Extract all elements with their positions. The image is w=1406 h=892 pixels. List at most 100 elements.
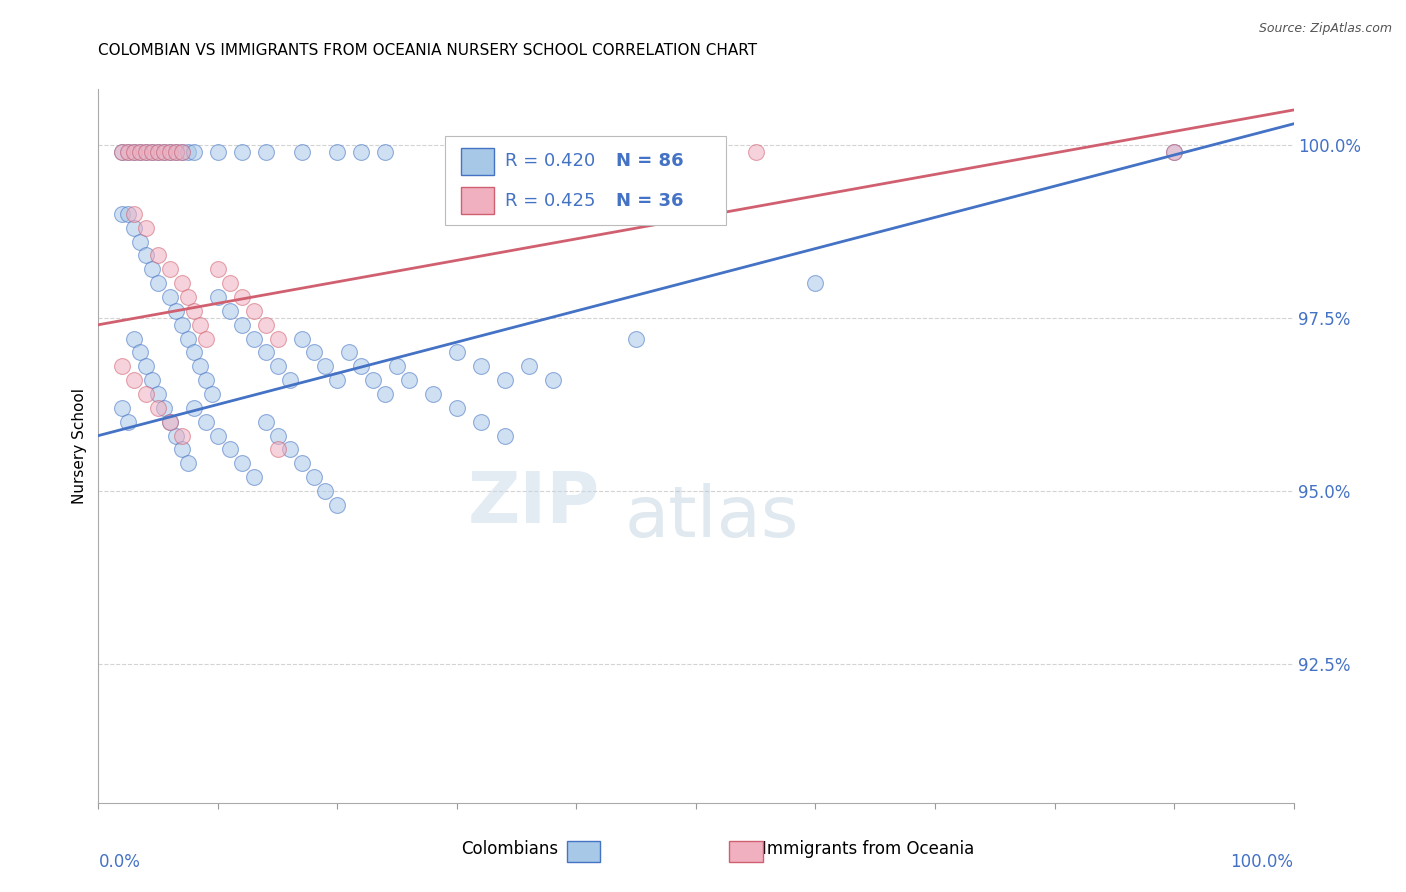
Point [267,359,290,374]
Point [278,442,301,457]
Point [135,359,157,374]
Point [159,290,181,304]
FancyBboxPatch shape [567,840,600,862]
Point [207,428,229,442]
Point [117,207,139,221]
Point [254,145,277,159]
Point [541,373,564,387]
Point [165,304,187,318]
Point [165,145,187,159]
Point [172,442,194,457]
Point [243,332,266,346]
Point [111,207,134,221]
Point [159,145,181,159]
Y-axis label: Nursery School: Nursery School [72,388,87,504]
Point [470,359,492,374]
Point [117,145,139,159]
Point [111,145,134,159]
Point [148,401,170,415]
Point [315,359,337,374]
Point [267,428,290,442]
Point [494,428,516,442]
Point [111,145,134,159]
Point [398,373,420,387]
Point [188,359,211,374]
Point [172,318,194,332]
Point [1163,145,1185,159]
Point [326,373,349,387]
Text: atlas: atlas [624,483,799,552]
Point [290,456,312,470]
FancyBboxPatch shape [730,840,763,862]
Point [302,345,325,359]
Point [111,359,134,374]
Point [177,456,200,470]
Point [422,387,444,401]
Text: N = 86: N = 86 [616,153,683,170]
Point [165,428,187,442]
Point [165,145,187,159]
Point [141,145,163,159]
Point [135,248,157,262]
Point [231,456,253,470]
Point [446,345,468,359]
Point [243,470,266,484]
Point [111,401,134,415]
Point [231,290,253,304]
Point [219,276,242,290]
Point [153,145,176,159]
Point [129,145,152,159]
Text: N = 36: N = 36 [616,192,683,210]
Point [177,145,200,159]
Point [494,373,516,387]
Text: ZIP: ZIP [468,468,600,538]
Point [267,332,290,346]
Point [254,415,277,429]
Point [135,145,157,159]
Point [141,373,163,387]
Point [302,470,325,484]
Point [124,207,146,221]
Point [148,145,170,159]
Point [267,442,290,457]
Point [172,428,194,442]
Point [207,290,229,304]
Text: 0.0%: 0.0% [98,853,141,871]
Point [153,145,176,159]
Text: Immigrants from Oceania: Immigrants from Oceania [762,840,974,858]
Point [278,373,301,387]
FancyBboxPatch shape [461,187,494,214]
Point [326,498,349,512]
Text: Colombians: Colombians [461,840,558,858]
Point [243,304,266,318]
Point [129,345,152,359]
Point [350,359,373,374]
Point [517,359,540,374]
Point [172,276,194,290]
Point [254,318,277,332]
Point [804,276,827,290]
Point [172,145,194,159]
Point [254,345,277,359]
Point [506,145,529,159]
Point [470,415,492,429]
Point [135,220,157,235]
Point [129,235,152,249]
Point [183,401,205,415]
Point [624,332,647,346]
Point [1163,145,1185,159]
Point [350,145,373,159]
Point [117,415,139,429]
Text: Source: ZipAtlas.com: Source: ZipAtlas.com [1258,22,1392,36]
Point [337,345,360,359]
Text: 100.0%: 100.0% [1230,853,1294,871]
Point [183,145,205,159]
Point [219,304,242,318]
Point [745,145,768,159]
Point [117,145,139,159]
Text: COLOMBIAN VS IMMIGRANTS FROM OCEANIA NURSERY SCHOOL CORRELATION CHART: COLOMBIAN VS IMMIGRANTS FROM OCEANIA NUR… [98,43,758,58]
Point [231,318,253,332]
FancyBboxPatch shape [461,148,494,175]
Point [194,332,217,346]
Point [177,290,200,304]
